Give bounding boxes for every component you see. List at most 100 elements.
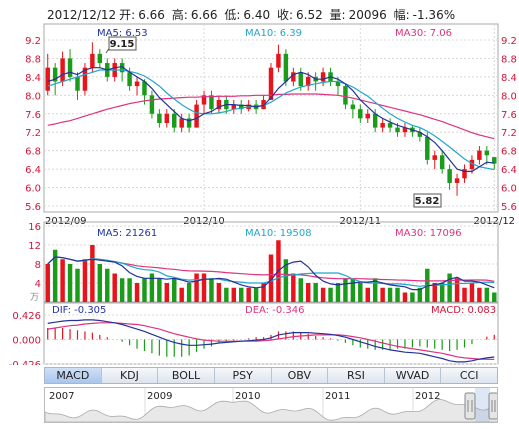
candle-body xyxy=(52,67,58,82)
candle-body xyxy=(172,113,177,128)
dea-line xyxy=(47,322,495,360)
volume-bar xyxy=(298,278,304,302)
candle-body xyxy=(432,155,437,160)
low-callout-text: 5.82 xyxy=(415,196,440,207)
volume-bar xyxy=(164,283,170,302)
price-tick-left: 7.2 xyxy=(25,128,41,139)
navigator-year-label: 2011 xyxy=(325,391,350,402)
tab-kdj[interactable]: KDJ xyxy=(102,368,159,383)
price-tick-left: 7.6 xyxy=(25,110,41,121)
candle-body xyxy=(45,67,50,91)
tab-psy[interactable]: PSY xyxy=(215,368,272,383)
macd-tick: 0.000 xyxy=(12,336,41,347)
macd-frame xyxy=(43,302,499,365)
volume-label: 量: xyxy=(329,8,346,22)
ma10-label: MA10: 6.39 xyxy=(245,28,302,39)
candle-body xyxy=(142,81,147,96)
candle-body xyxy=(186,118,192,128)
candle-body xyxy=(358,109,363,119)
volume-tick: 8 xyxy=(35,260,41,271)
volume-bar xyxy=(224,287,229,302)
volume-bar xyxy=(90,245,95,302)
timeline-navigator[interactable]: 2007 2009 2010 2011 2012 xyxy=(44,387,498,423)
volume-bar xyxy=(186,283,192,302)
indicator-tabs: MACD KDJ BOLL PSY OBV RSI WVAD CCI xyxy=(44,367,498,384)
candle-body xyxy=(119,63,125,73)
volume-bar xyxy=(432,283,437,302)
candle-body xyxy=(97,53,103,64)
low-value: 6.40 xyxy=(243,8,271,22)
navigator-selection[interactable] xyxy=(475,388,490,422)
volume-bar xyxy=(238,287,244,302)
volume-bar xyxy=(82,259,88,302)
candle-body xyxy=(492,157,497,164)
tab-wvad[interactable]: WVAD xyxy=(385,368,442,383)
ma10-line xyxy=(47,69,495,171)
navigator-year-label: 2009 xyxy=(147,391,172,402)
tab-obv[interactable]: OBV xyxy=(272,368,329,383)
vol-ma10-label: MA10: 19508 xyxy=(245,228,312,239)
navigator-year-label: 2007 xyxy=(49,391,74,402)
candle-body xyxy=(157,113,162,123)
stock-chart[interactable]: 9.2 9.2 8.8 8.8 8.4 8.4 8.0 8.0 7.6 7.6 7.2 7.2 6.8 6… xyxy=(0,0,519,365)
navigator-handle-right[interactable] xyxy=(488,392,498,420)
volume-bars xyxy=(45,240,497,302)
candle-body xyxy=(127,72,132,87)
tab-boll[interactable]: BOLL xyxy=(158,368,215,383)
price-tick-left: 8.0 xyxy=(25,91,41,102)
open-value: 6.66 xyxy=(138,8,165,22)
macd-grid: 0.426 0.000 -0.426 xyxy=(9,302,499,365)
candle-body xyxy=(268,67,274,100)
price-tick-right: 8.8 xyxy=(501,54,517,65)
price-tick-right: 7.2 xyxy=(501,128,517,139)
candle-body xyxy=(276,53,281,68)
candle-body xyxy=(417,132,423,137)
macd-tick: -0.426 xyxy=(9,360,41,365)
open-label: 开: xyxy=(119,8,136,22)
candle-body xyxy=(216,99,222,110)
candle-body xyxy=(350,104,356,110)
ma5-label: MA5: 6.53 xyxy=(97,28,148,39)
candle-body xyxy=(238,104,244,110)
volume-bar xyxy=(231,287,237,302)
volume-bar xyxy=(402,292,408,302)
tab-macd[interactable]: MACD xyxy=(45,368,102,383)
dea-label: DEA: -0.346 xyxy=(245,305,304,316)
volume-bar xyxy=(395,287,400,302)
price-tick-right: 6.0 xyxy=(501,184,517,195)
tab-cci[interactable]: CCI xyxy=(459,369,479,382)
price-tick-left: 8.8 xyxy=(25,54,41,65)
candle-body xyxy=(134,81,140,87)
navigator-overview-area xyxy=(45,398,497,422)
macd-label: MACD: 0.083 xyxy=(431,305,496,316)
volume-bar xyxy=(447,273,452,302)
tab-rsi[interactable]: RSI xyxy=(328,368,385,383)
volume-bar xyxy=(410,292,415,302)
ma30-label: MA30: 7.06 xyxy=(395,28,452,39)
high-price-callout: 9.15 xyxy=(105,36,137,54)
candle-body xyxy=(484,150,490,156)
volume-bar xyxy=(335,283,341,302)
candle-body xyxy=(164,113,170,123)
candle-body xyxy=(380,123,385,128)
navigator-year-label: 2012 xyxy=(415,391,440,402)
volume-tick: 4 xyxy=(35,279,41,290)
dif-label: DIF: -0.305 xyxy=(52,305,106,316)
price-tick-left: 9.2 xyxy=(25,36,41,47)
candle-body xyxy=(305,76,311,87)
volume-bar xyxy=(52,249,58,302)
volume-bar xyxy=(484,287,490,302)
price-frame xyxy=(43,23,499,213)
volume-ma10-line xyxy=(47,256,495,287)
candle-body xyxy=(179,118,184,128)
candle-body xyxy=(291,72,296,82)
candle-body xyxy=(67,58,73,77)
candle-body xyxy=(335,81,341,87)
volume-bar xyxy=(477,287,482,302)
volume-bar xyxy=(201,273,207,302)
candle-body xyxy=(395,127,400,133)
volume-value: 20096 xyxy=(348,8,387,22)
candle-body xyxy=(298,72,304,87)
navigator-handle-left[interactable] xyxy=(464,392,476,420)
volume-bar xyxy=(350,278,356,302)
